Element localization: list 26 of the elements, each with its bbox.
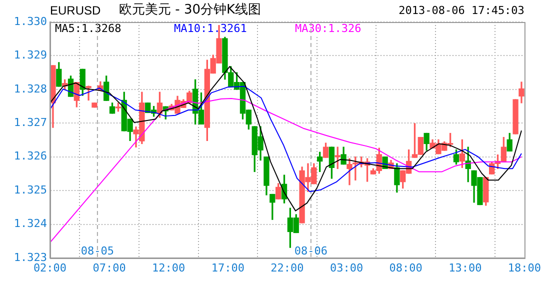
ref-line-label: 08-05 [80,244,114,258]
chart-title: 欧元美元 - 30分钟K线图 [118,1,262,18]
x-tick-label: 02:00 [33,261,67,274]
y-tick-label: 1.324 [14,217,48,230]
text: MA5:1.3268 [55,22,122,35]
text: MA30:1.326 [295,22,362,35]
y-tick-label: 1.328 [14,82,47,96]
x-tick-label: 17:00 [211,261,244,274]
y-tick-label: 1.325 [14,183,47,196]
x-tick-label: 12:00 [152,261,186,274]
x-tick-label: 03:00 [330,261,364,274]
y-tick-label: 1.326 [14,150,47,163]
ref-line-label: 08-06 [294,244,328,258]
x-tick-label: 07:00 [92,261,126,274]
x-tick-label: 18:00 [508,261,542,274]
candlestick [92,102,98,108]
x-tick-label: 08:00 [389,261,422,274]
x-tick-label: 13:00 [448,261,482,274]
y-tick-label: 1.330 [14,14,47,28]
candlestick [512,99,518,134]
chart-subtitle: EURUSD [50,3,102,18]
y-tick-label: 1.323 [14,250,47,264]
y-tick-label: 1.327 [14,116,47,129]
y-tick-label: 1.329 [14,48,47,62]
text: 2013-08-06 17:45:03 [398,4,524,17]
x-tick-label: 22:00 [270,261,304,274]
